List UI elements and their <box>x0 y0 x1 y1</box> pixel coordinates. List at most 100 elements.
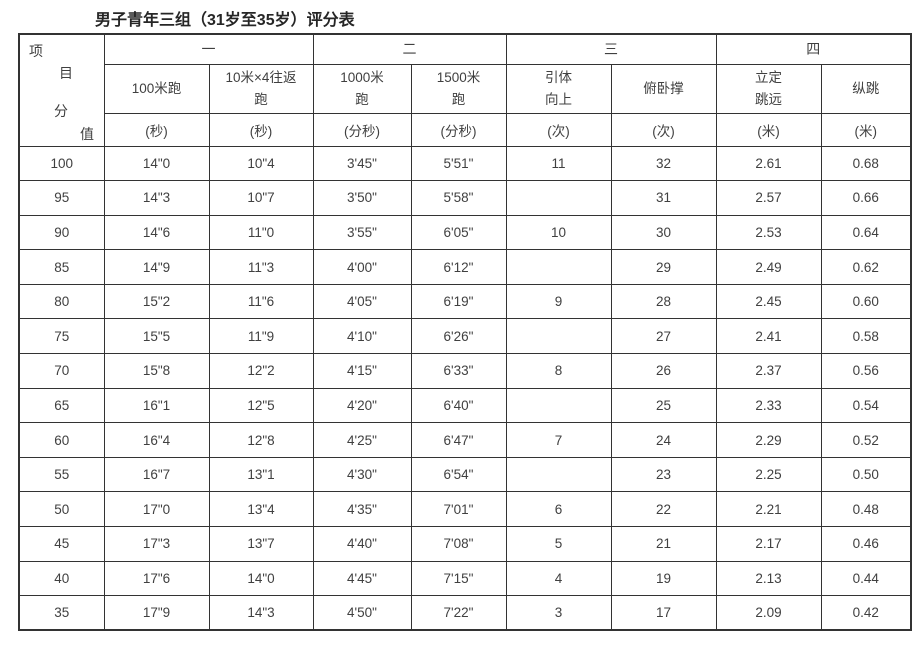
corner-header: 项 目 分 值 <box>18 33 105 147</box>
value-cell: 2.13 <box>715 560 822 597</box>
column-header-1000m: 1000米 跑 <box>312 63 412 114</box>
value-cell: 2.45 <box>715 283 822 320</box>
value-cell: 29 <box>610 249 717 285</box>
score-cell: 65 <box>18 387 105 424</box>
value-cell: 0.60 <box>820 283 912 320</box>
value-cell: 4'00" <box>312 249 412 285</box>
value-cell: 19 <box>610 560 717 597</box>
table-row: 40 17"6 14"0 4'45" 7'15" 4 19 2.13 0.44 <box>18 560 912 597</box>
value-cell: 4'40" <box>312 526 412 562</box>
value-cell: 13"7 <box>208 526 314 562</box>
value-cell: 2.21 <box>715 491 822 528</box>
table-row: 45 17"3 13"7 4'40" 7'08" 5 21 2.17 0.46 <box>18 526 912 562</box>
value-cell: 0.46 <box>820 526 912 562</box>
value-cell: 21 <box>610 526 717 562</box>
value-cell <box>505 456 612 493</box>
value-cell: 17"0 <box>103 491 210 528</box>
group-header-4: 四 <box>715 33 912 65</box>
table-row: 60 16"4 12"8 4'25" 6'47" 7 24 2.29 0.52 <box>18 422 912 458</box>
group-header-row: 项 目 分 值 一 二 三 四 <box>18 33 912 147</box>
value-cell: 15"2 <box>103 283 210 320</box>
value-cell: 4'35" <box>312 491 412 528</box>
group-header-3: 三 <box>505 33 717 65</box>
page-title: 男子青年三组（31岁至35岁）评分表 <box>95 12 355 29</box>
column-header-pushup: 俯卧撑 <box>610 63 717 114</box>
value-cell: 0.50 <box>820 456 912 493</box>
value-cell: 2.61 <box>715 145 822 182</box>
group-header-2: 二 <box>312 33 507 65</box>
value-cell: 0.54 <box>820 387 912 424</box>
value-cell: 12"8 <box>208 422 314 458</box>
corner-char-item1: 项 <box>29 43 43 59</box>
score-cell: 90 <box>18 214 105 251</box>
table-row: 90 14"6 11"0 3'55" 6'05" 10 30 2.53 0.64 <box>18 214 912 251</box>
value-cell: 6'12" <box>410 249 507 285</box>
score-cell: 95 <box>18 180 105 216</box>
value-cell: 14"3 <box>208 595 314 631</box>
value-cell: 7'01" <box>410 491 507 528</box>
value-cell: 22 <box>610 491 717 528</box>
value-cell: 12"5 <box>208 387 314 424</box>
corner-char-item2: 目 <box>59 65 73 81</box>
value-cell: 6'26" <box>410 318 507 355</box>
value-cell: 7'08" <box>410 526 507 562</box>
value-cell: 0.66 <box>820 180 912 216</box>
value-cell: 4'30" <box>312 456 412 493</box>
score-cell: 100 <box>18 145 105 182</box>
column-header-pullup: 引体 向上 <box>505 63 612 114</box>
value-cell: 5'51" <box>410 145 507 182</box>
value-cell: 3'50" <box>312 180 412 216</box>
unit-vertjump: (米) <box>820 112 912 147</box>
value-cell: 11"0 <box>208 214 314 251</box>
value-cell <box>505 180 612 216</box>
value-cell: 0.68 <box>820 145 912 182</box>
value-cell: 6'47" <box>410 422 507 458</box>
value-cell: 2.57 <box>715 180 822 216</box>
unit-longjump: (米) <box>715 112 822 147</box>
value-cell: 14"0 <box>208 560 314 597</box>
value-cell: 16"1 <box>103 387 210 424</box>
item-header-row: 100米跑 10米×4往返 跑 1000米 跑 1500米 跑 引体 向上 俯卧… <box>19 63 912 114</box>
value-cell: 9 <box>505 283 612 320</box>
value-cell: 16"7 <box>103 456 210 493</box>
column-header-1500m: 1500米 跑 <box>410 63 507 114</box>
value-cell: 4'45" <box>312 560 412 597</box>
table-row: 85 14"9 11"3 4'00" 6'12" 29 2.49 0.62 <box>18 249 912 285</box>
value-cell: 13"4 <box>208 491 314 528</box>
value-cell: 11"9 <box>208 318 314 355</box>
table-row: 95 14"3 10"7 3'50" 5'58" 31 2.57 0.66 <box>18 180 912 216</box>
value-cell: 12"2 <box>208 353 314 389</box>
value-cell: 3'45" <box>312 145 412 182</box>
value-cell: 4'20" <box>312 387 412 424</box>
value-cell: 11"3 <box>208 249 314 285</box>
score-cell: 35 <box>18 595 105 631</box>
score-cell: 80 <box>18 283 105 320</box>
value-cell: 7'22" <box>410 595 507 631</box>
value-cell: 5'58" <box>410 180 507 216</box>
value-cell: 11 <box>505 145 612 182</box>
group-header-1: 一 <box>103 33 314 65</box>
value-cell <box>505 387 612 424</box>
value-cell: 2.37 <box>715 353 822 389</box>
value-cell: 26 <box>610 353 717 389</box>
value-cell: 13"1 <box>208 456 314 493</box>
value-cell: 6'33" <box>410 353 507 389</box>
value-cell: 3'55" <box>312 214 412 251</box>
value-cell: 8 <box>505 353 612 389</box>
value-cell: 4'25" <box>312 422 412 458</box>
value-cell <box>505 318 612 355</box>
value-cell: 4 <box>505 560 612 597</box>
value-cell: 17"6 <box>103 560 210 597</box>
value-cell: 2.41 <box>715 318 822 355</box>
score-cell: 75 <box>18 318 105 355</box>
table-row: 50 17"0 13"4 4'35" 7'01" 6 22 2.21 0.48 <box>18 491 912 528</box>
score-table: 项 目 分 值 一 二 三 四 100米跑 10米×4往返 跑 1000米 跑 … <box>18 33 912 632</box>
value-cell: 3 <box>505 595 612 631</box>
value-cell: 15"5 <box>103 318 210 355</box>
value-cell: 2.53 <box>715 214 822 251</box>
value-cell: 0.62 <box>820 249 912 285</box>
unit-pushup: (次) <box>610 112 717 147</box>
value-cell: 4'05" <box>312 283 412 320</box>
corner-char-score2: 值 <box>80 126 94 142</box>
value-cell: 4'10" <box>312 318 412 355</box>
